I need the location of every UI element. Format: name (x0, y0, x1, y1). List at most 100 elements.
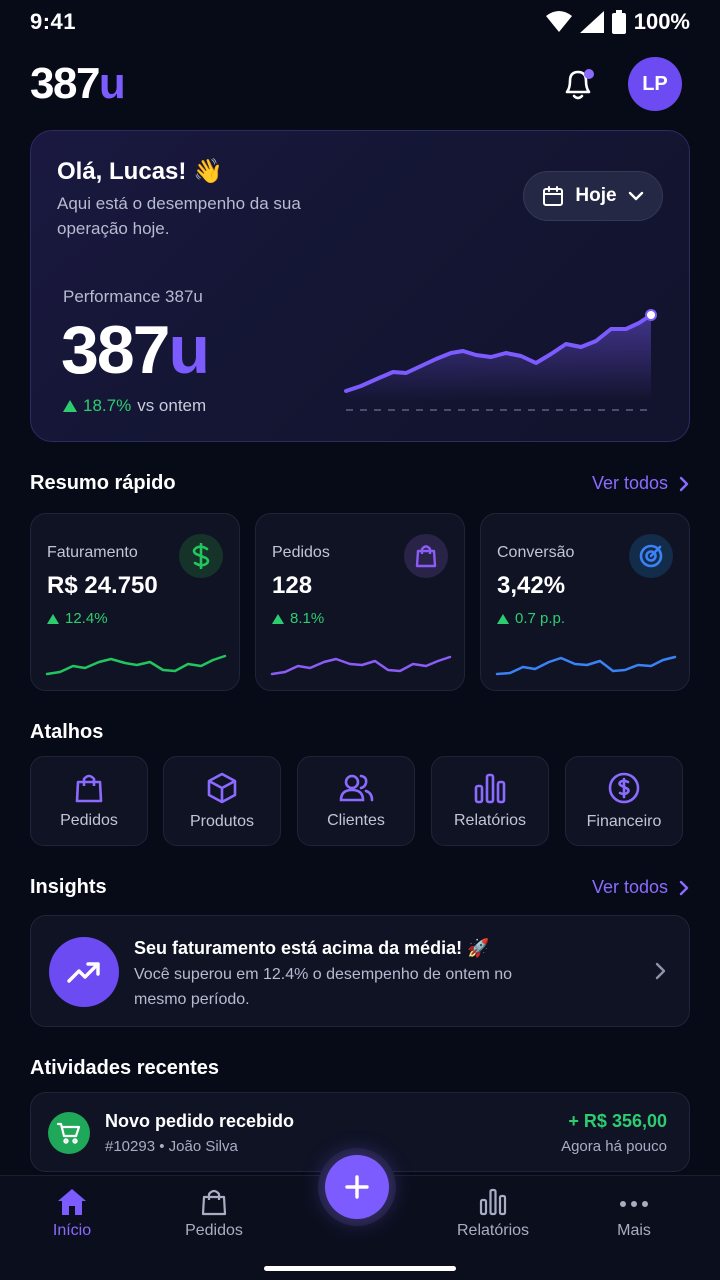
bag-icon (75, 774, 103, 803)
battery-icon (611, 10, 626, 34)
shortcut-label: Clientes (327, 812, 385, 829)
activities-title: Atividades recentes (30, 1057, 219, 1079)
shortcut-finance[interactable]: Financeiro (565, 756, 683, 846)
bar-chart-icon (479, 1188, 507, 1216)
chevron-right-icon (679, 880, 689, 895)
stat-icon (629, 534, 673, 578)
shortcut-label: Relatórios (453, 812, 527, 829)
shortcut-products[interactable]: Produtos (163, 756, 281, 846)
signal-icon (579, 11, 604, 33)
stat-icon (404, 534, 448, 578)
status-time: 9:41 (30, 9, 77, 34)
bag-icon (415, 545, 437, 568)
dollar-icon (192, 543, 210, 569)
performance-chart (344, 309, 657, 411)
nav-item-home[interactable]: Início (22, 1188, 122, 1248)
stat-card-conversion[interactable]: Conversão 3,42% 0.7 p.p. (480, 513, 690, 691)
insight-title: Seu faturamento está acima da média! 🚀 (134, 938, 490, 958)
activity-time: Agora há pouco (561, 1138, 667, 1155)
chevron-right-icon (679, 476, 689, 491)
bag-icon (201, 1189, 227, 1216)
shortcut-orders[interactable]: Pedidos (30, 756, 148, 846)
chevron-down-icon (628, 191, 643, 201)
stat-value: 3,42% (497, 572, 566, 599)
insight-card[interactable]: Seu faturamento está acima da média! 🚀 V… (30, 915, 690, 1027)
stat-change-value: 8.1% (290, 610, 325, 627)
more-icon (620, 1201, 648, 1207)
app-logo[interactable]: 387u (30, 59, 126, 109)
arrow-up-icon (63, 400, 77, 412)
stat-change: 8.1% (272, 610, 324, 627)
add-button[interactable] (325, 1155, 389, 1219)
greeting-subtitle: Aqui está o desempenho da sua operação h… (57, 194, 301, 238)
stat-change: 0.7 p.p. (497, 610, 565, 627)
revenue-sparkline (45, 654, 227, 676)
activity-icon-wrap (48, 1112, 90, 1154)
chevron-right-icon (655, 962, 666, 980)
summary-see-all-link[interactable]: Ver todos (592, 473, 690, 494)
arrow-up-icon (497, 613, 509, 624)
insight-text: Você superou em 12.4% o desempenho de on… (134, 966, 513, 1008)
avatar-initials: LP (642, 72, 668, 95)
fab-container (318, 1148, 396, 1226)
activity-meta: #10293 • João Silva (105, 1138, 238, 1155)
insights-see-all-link[interactable]: Ver todos (592, 877, 690, 898)
performance-card: Olá, Lucas! 👋 Aqui está o desempenho da … (30, 130, 690, 442)
shortcut-reports[interactable]: Relatórios (431, 756, 549, 846)
summary-see-all-label: Ver todos (591, 473, 668, 493)
arrow-up-icon (47, 613, 59, 624)
nav-label: Início (52, 1222, 92, 1239)
performance-change-pct: 18.7% (83, 396, 132, 415)
insights-see-all-label: Ver todos (591, 877, 668, 897)
bar-chart-icon (474, 773, 506, 804)
logo-accent: u (98, 59, 126, 108)
bell-icon (565, 70, 591, 100)
nav-item-orders[interactable]: Pedidos (164, 1188, 264, 1248)
notification-badge (584, 69, 594, 79)
date-filter-button[interactable]: Hoje (523, 171, 663, 221)
stat-change: 12.4% (47, 610, 108, 627)
stat-change-value: 12.4% (65, 610, 108, 627)
activity-amount: + R$ 356,00 (568, 1111, 667, 1131)
orders-sparkline (270, 655, 452, 676)
summary-title: Resumo rápido (30, 472, 176, 494)
app-header: 387u LP (30, 56, 682, 112)
stat-label: Pedidos (272, 544, 330, 561)
performance-change: 18.7% vs ontem (63, 396, 206, 416)
shortcut-label: Produtos (189, 813, 255, 830)
insight-icon-wrap (49, 937, 119, 1007)
performance-value-accent: u (168, 312, 210, 388)
greeting: Olá, Lucas! 👋 (57, 158, 223, 185)
nav-item-more[interactable]: Mais (584, 1188, 684, 1248)
stat-card-orders[interactable]: Pedidos 128 8.1% (255, 513, 465, 691)
nav-item-reports[interactable]: Relatórios (443, 1188, 543, 1248)
wifi-icon (545, 11, 572, 32)
activity-item[interactable]: Novo pedido recebido #10293 • João Silva… (30, 1092, 690, 1172)
arrow-up-icon (272, 613, 284, 624)
performance-label: Performance 387u (63, 287, 203, 306)
dollar-circle-icon (608, 772, 640, 804)
shortcut-clients[interactable]: Clientes (297, 756, 415, 846)
performance-value-main: 387 (61, 312, 170, 388)
avatar[interactable]: LP (628, 57, 682, 111)
trending-up-icon (67, 962, 100, 983)
notifications-button[interactable] (558, 64, 598, 104)
nav-label: Mais (617, 1222, 651, 1239)
users-icon (339, 774, 374, 802)
nav-label: Pedidos (185, 1222, 243, 1239)
status-icons: 100% (545, 9, 690, 35)
home-indicator[interactable] (264, 1266, 456, 1271)
battery-percent: 100% (633, 9, 690, 34)
performance-value: 387u (61, 311, 210, 389)
shortcut-label: Financeiro (586, 813, 662, 830)
logo-text: 387 (30, 59, 100, 108)
status-bar: 9:41 100% (0, 0, 720, 44)
stat-card-revenue[interactable]: Faturamento R$ 24.750 12.4% (30, 513, 240, 691)
stat-value: 128 (272, 572, 313, 599)
box-icon (207, 772, 237, 804)
nav-label: Relatórios (456, 1222, 530, 1239)
stat-icon (179, 534, 223, 578)
home-icon (58, 1189, 86, 1215)
calendar-icon (543, 186, 564, 206)
shortcut-label: Pedidos (60, 812, 118, 829)
